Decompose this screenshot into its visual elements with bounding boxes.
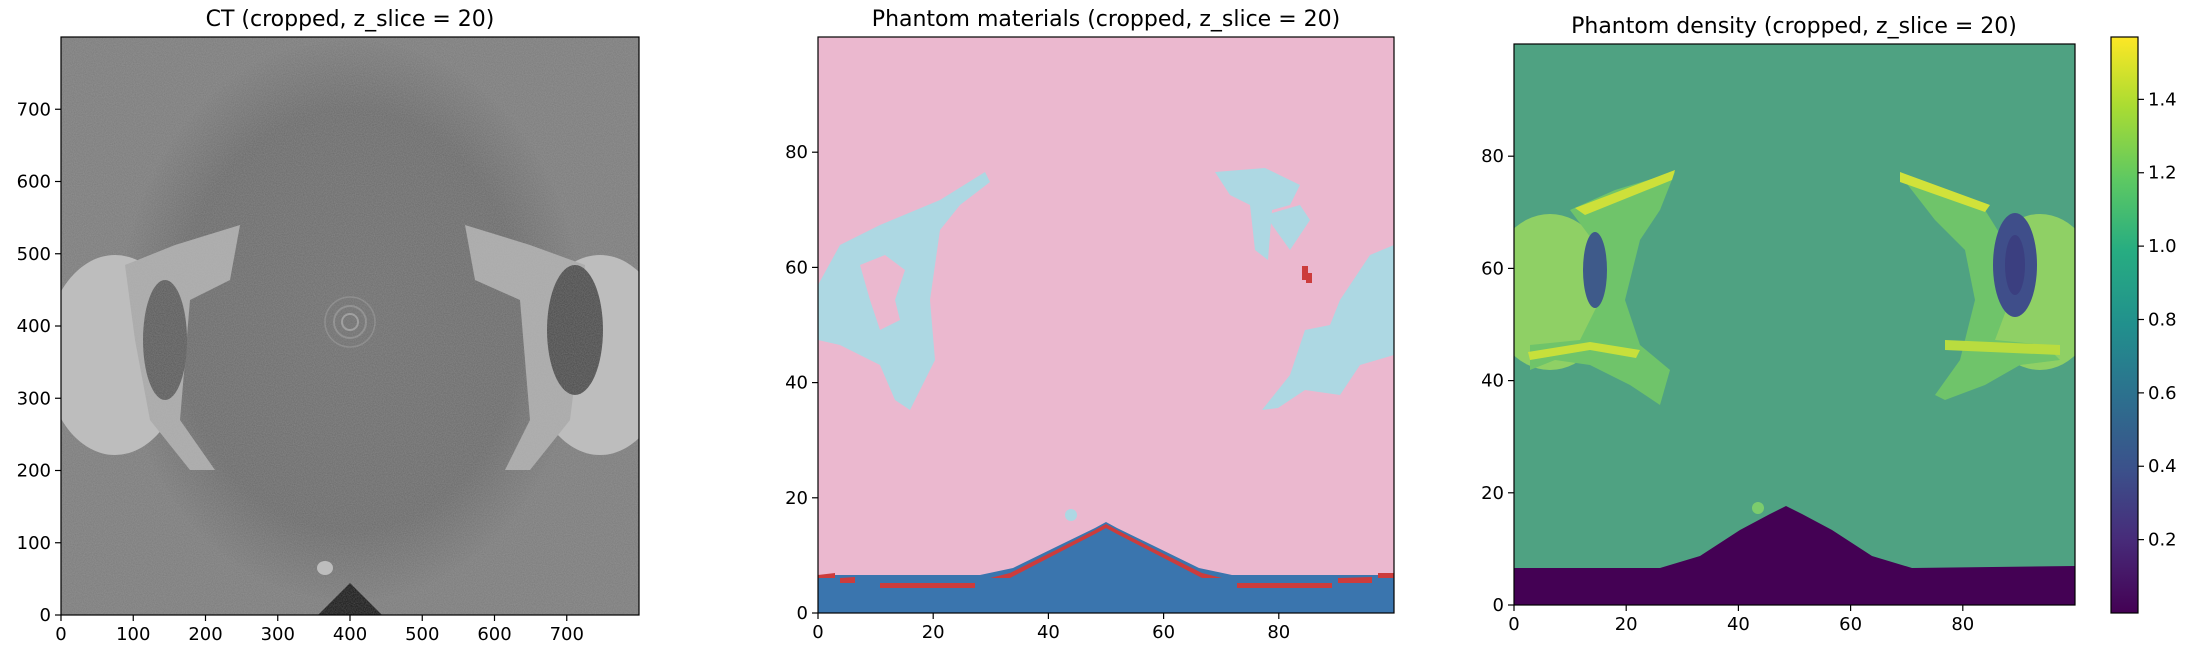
ct-xtick-label: 400 <box>333 624 367 645</box>
ct-xtick-label: 100 <box>116 624 150 645</box>
colorbar-tick-label: 1.4 <box>2148 89 2177 110</box>
density-ytick-label: 60 <box>1481 258 1504 279</box>
density-xtick-label: 40 <box>1727 614 1750 635</box>
materials-ytick-label: 80 <box>785 142 808 163</box>
ct-ytick-label: 600 <box>17 172 51 193</box>
density-xtick-label: 20 <box>1615 614 1638 635</box>
colorbar-tick-label: 1.2 <box>2148 163 2177 184</box>
materials-title: Phantom materials (cropped, z_slice = 20… <box>872 7 1340 32</box>
ct-xtick-label: 300 <box>261 624 295 645</box>
colorbar-tick-label: 1.0 <box>2148 236 2177 257</box>
colorbar-tick-label: 0.8 <box>2148 309 2177 330</box>
ct-xtick-label: 500 <box>405 624 439 645</box>
colorbar-tick-label: 0.4 <box>2148 456 2177 477</box>
density-xtick-label: 0 <box>1508 614 1519 635</box>
materials-xtick-label: 60 <box>1152 622 1175 643</box>
materials-ytick-label: 60 <box>785 257 808 278</box>
ct-ytick-label: 400 <box>17 316 51 337</box>
ct-ytick-label: 0 <box>40 605 51 626</box>
ct-ytick-label: 500 <box>17 244 51 265</box>
ct-xtick-label: 600 <box>477 624 511 645</box>
ct-ytick-label: 200 <box>17 461 51 482</box>
density-panel: Phantom density (cropped, z_slice = 20) … <box>1481 14 2177 635</box>
materials-xtick-label: 0 <box>812 622 823 643</box>
density-xtick-label: 60 <box>1839 614 1862 635</box>
ct-axes: 0 100 200 300 400 500 600 700 0 100 200 300 400 500 60… <box>17 99 584 645</box>
colorbar-tick-label: 0.6 <box>2148 383 2177 404</box>
materials-ytick-label: 40 <box>785 373 808 394</box>
ct-panel: CT (cropped, z_slice = 20) 0 100 200 300 400… <box>17 7 640 645</box>
density-ytick-label: 0 <box>1493 595 1504 616</box>
ct-title: CT (cropped, z_slice = 20) <box>206 7 495 32</box>
colorbar-tick-label: 0.2 <box>2148 530 2177 551</box>
density-xtick-label: 80 <box>1951 614 1974 635</box>
density-axes: 0 20 40 60 80 0 20 40 60 80 <box>1481 146 1974 635</box>
density-colorbar: 0.2 0.4 0.6 0.8 1.0 1.2 1.4 <box>2110 36 2177 614</box>
ct-xtick-label: 0 <box>55 624 66 645</box>
materials-ytick-label: 20 <box>785 488 808 509</box>
ct-image <box>61 37 639 615</box>
materials-image <box>818 37 1394 613</box>
materials-panel: Phantom materials (cropped, z_slice = 20… <box>785 7 1395 643</box>
density-title: Phantom density (cropped, z_slice = 20) <box>1571 14 2017 39</box>
ct-xtick-label: 700 <box>550 624 584 645</box>
density-image <box>1514 44 2075 605</box>
ct-xtick-label: 200 <box>188 624 222 645</box>
colorbar-gradient <box>2111 37 2138 613</box>
density-ytick-label: 40 <box>1481 371 1504 392</box>
materials-ytick-label: 0 <box>797 603 808 624</box>
materials-xtick-label: 20 <box>922 622 945 643</box>
ct-ytick-label: 100 <box>17 533 51 554</box>
colorbar-ticks: 0.2 0.4 0.6 0.8 1.0 1.2 1.4 <box>2138 89 2177 551</box>
materials-xtick-label: 80 <box>1267 622 1290 643</box>
density-ytick-label: 80 <box>1481 146 1504 167</box>
ct-ytick-label: 300 <box>17 388 51 409</box>
materials-xtick-label: 40 <box>1037 622 1060 643</box>
materials-axes: 0 20 40 60 80 0 20 40 60 80 <box>785 142 1290 643</box>
density-ytick-label: 20 <box>1481 483 1504 504</box>
ct-ytick-label: 700 <box>17 99 51 120</box>
